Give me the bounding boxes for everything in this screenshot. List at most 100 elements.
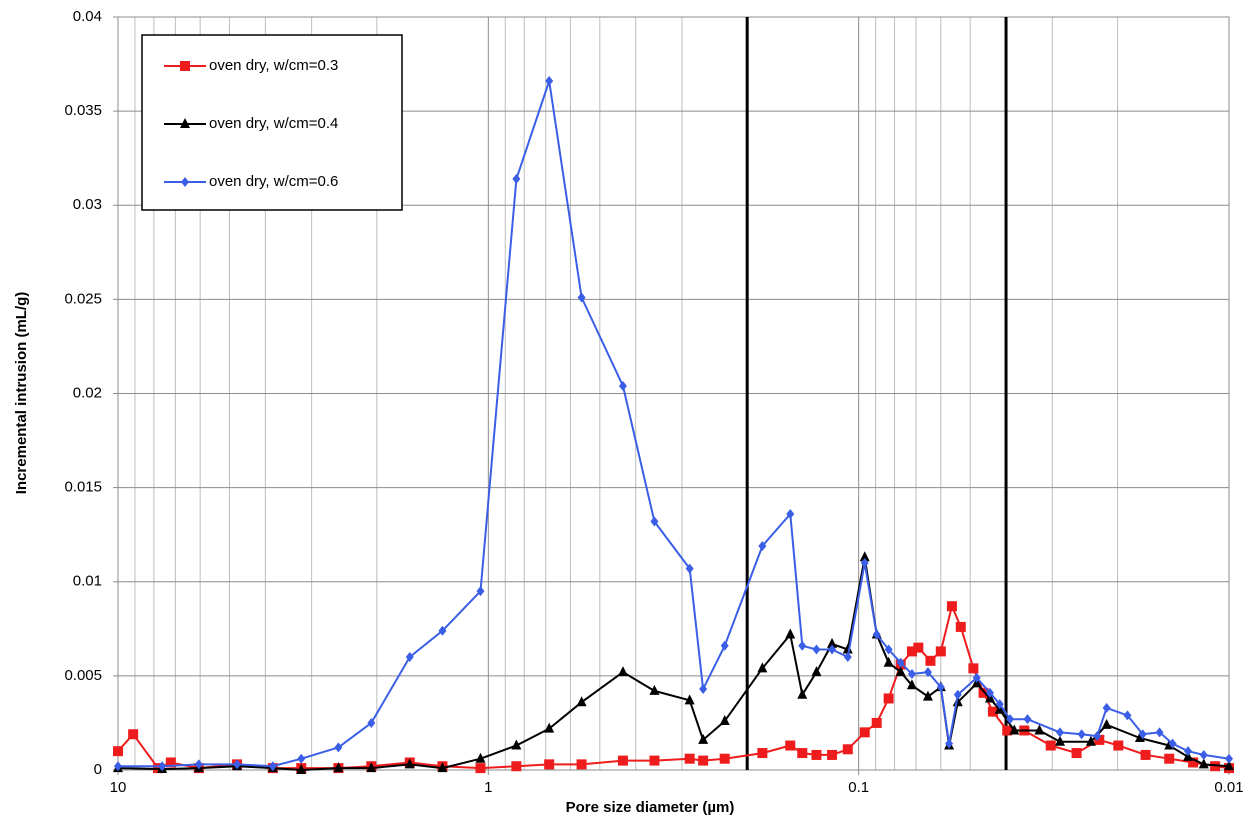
marker [842, 643, 853, 654]
marker [811, 666, 822, 677]
marker [827, 749, 838, 760]
marker [758, 540, 767, 551]
marker [895, 666, 906, 677]
marker [936, 682, 945, 693]
marker [1023, 714, 1032, 725]
marker [1045, 740, 1056, 751]
marker [1071, 748, 1082, 759]
marker [1225, 753, 1233, 764]
y-tick-label: 0.035 [64, 102, 102, 119]
y-tick-label: 0.025 [64, 290, 102, 307]
legend: oven dry, w/cm=0.3 oven dry, w/cm=0.4 oven… [141, 34, 403, 211]
marker [617, 666, 628, 677]
y-tick-label: 0.01 [73, 573, 102, 590]
marker [925, 655, 936, 666]
marker [180, 61, 190, 71]
legend-label: oven dry, w/cm=0.6 [209, 173, 338, 190]
marker [544, 722, 555, 733]
marker [296, 764, 307, 774]
x-tick-label: 0.1 [848, 779, 869, 796]
marker [785, 740, 796, 751]
marker [1101, 718, 1112, 729]
series [113, 601, 1234, 774]
marker [438, 625, 447, 636]
marker [913, 642, 924, 653]
y-tick-label: 0.015 [64, 479, 102, 496]
marker [685, 563, 694, 574]
marker [405, 652, 414, 663]
marker [1006, 714, 1015, 725]
marker [1168, 738, 1177, 749]
marker [798, 640, 807, 651]
marker [1184, 746, 1193, 757]
series [114, 76, 1233, 772]
y-tick-label: 0.02 [73, 384, 102, 401]
marker [268, 761, 277, 772]
x-tick-label: 10 [110, 779, 127, 796]
marker [906, 679, 917, 690]
marker [113, 746, 123, 757]
marker [404, 758, 415, 769]
marker [843, 652, 852, 663]
marker [475, 763, 486, 774]
marker [1009, 724, 1020, 735]
marker [1138, 729, 1147, 740]
marker [545, 76, 554, 87]
marker [475, 752, 486, 763]
marker [1085, 735, 1096, 746]
marker [859, 727, 870, 738]
marker [923, 667, 932, 678]
marker [757, 748, 768, 759]
series [113, 551, 1234, 774]
x-tick-label: 1 [484, 779, 492, 796]
marker [987, 706, 998, 717]
marker [511, 739, 522, 750]
legend-label: oven dry, w/cm=0.4 [209, 115, 338, 132]
marker [953, 689, 962, 700]
marker [165, 757, 176, 768]
marker [945, 738, 954, 749]
marker [719, 753, 730, 764]
marker [811, 749, 822, 760]
marker [297, 753, 306, 764]
marker [618, 380, 627, 391]
marker [1093, 731, 1102, 742]
marker [684, 694, 695, 705]
marker [828, 644, 837, 655]
y-tick-label: 0.03 [73, 196, 102, 213]
marker [1094, 734, 1105, 745]
series-line [117, 556, 1230, 771]
marker [114, 761, 122, 772]
marker [978, 687, 989, 698]
y-tick-label: 0 [94, 761, 102, 778]
marker [576, 696, 587, 707]
marker [985, 687, 994, 698]
plot-frame [117, 16, 1230, 771]
marker [699, 684, 708, 695]
marker [512, 173, 521, 184]
marker [797, 688, 808, 699]
marker [884, 644, 893, 655]
marker [1113, 740, 1124, 751]
legend-label: oven dry, w/cm=0.3 [209, 57, 338, 74]
marker [544, 759, 555, 770]
marker [1002, 725, 1013, 736]
marker [1198, 758, 1209, 769]
marker [476, 586, 485, 597]
marker [181, 177, 189, 187]
marker [785, 628, 796, 639]
y-axis-title: Incremental intrusion (mL/g) [13, 292, 30, 495]
marker [906, 646, 917, 657]
marker [233, 759, 242, 770]
marker [871, 717, 882, 728]
marker [946, 601, 957, 612]
marker [883, 656, 894, 667]
marker [1140, 749, 1151, 760]
marker [1123, 710, 1132, 721]
marker [684, 753, 695, 764]
marker [437, 762, 448, 773]
x-tick-label: 0.01 [1214, 779, 1243, 796]
marker [896, 657, 905, 668]
marker [617, 755, 628, 766]
marker [955, 621, 966, 632]
